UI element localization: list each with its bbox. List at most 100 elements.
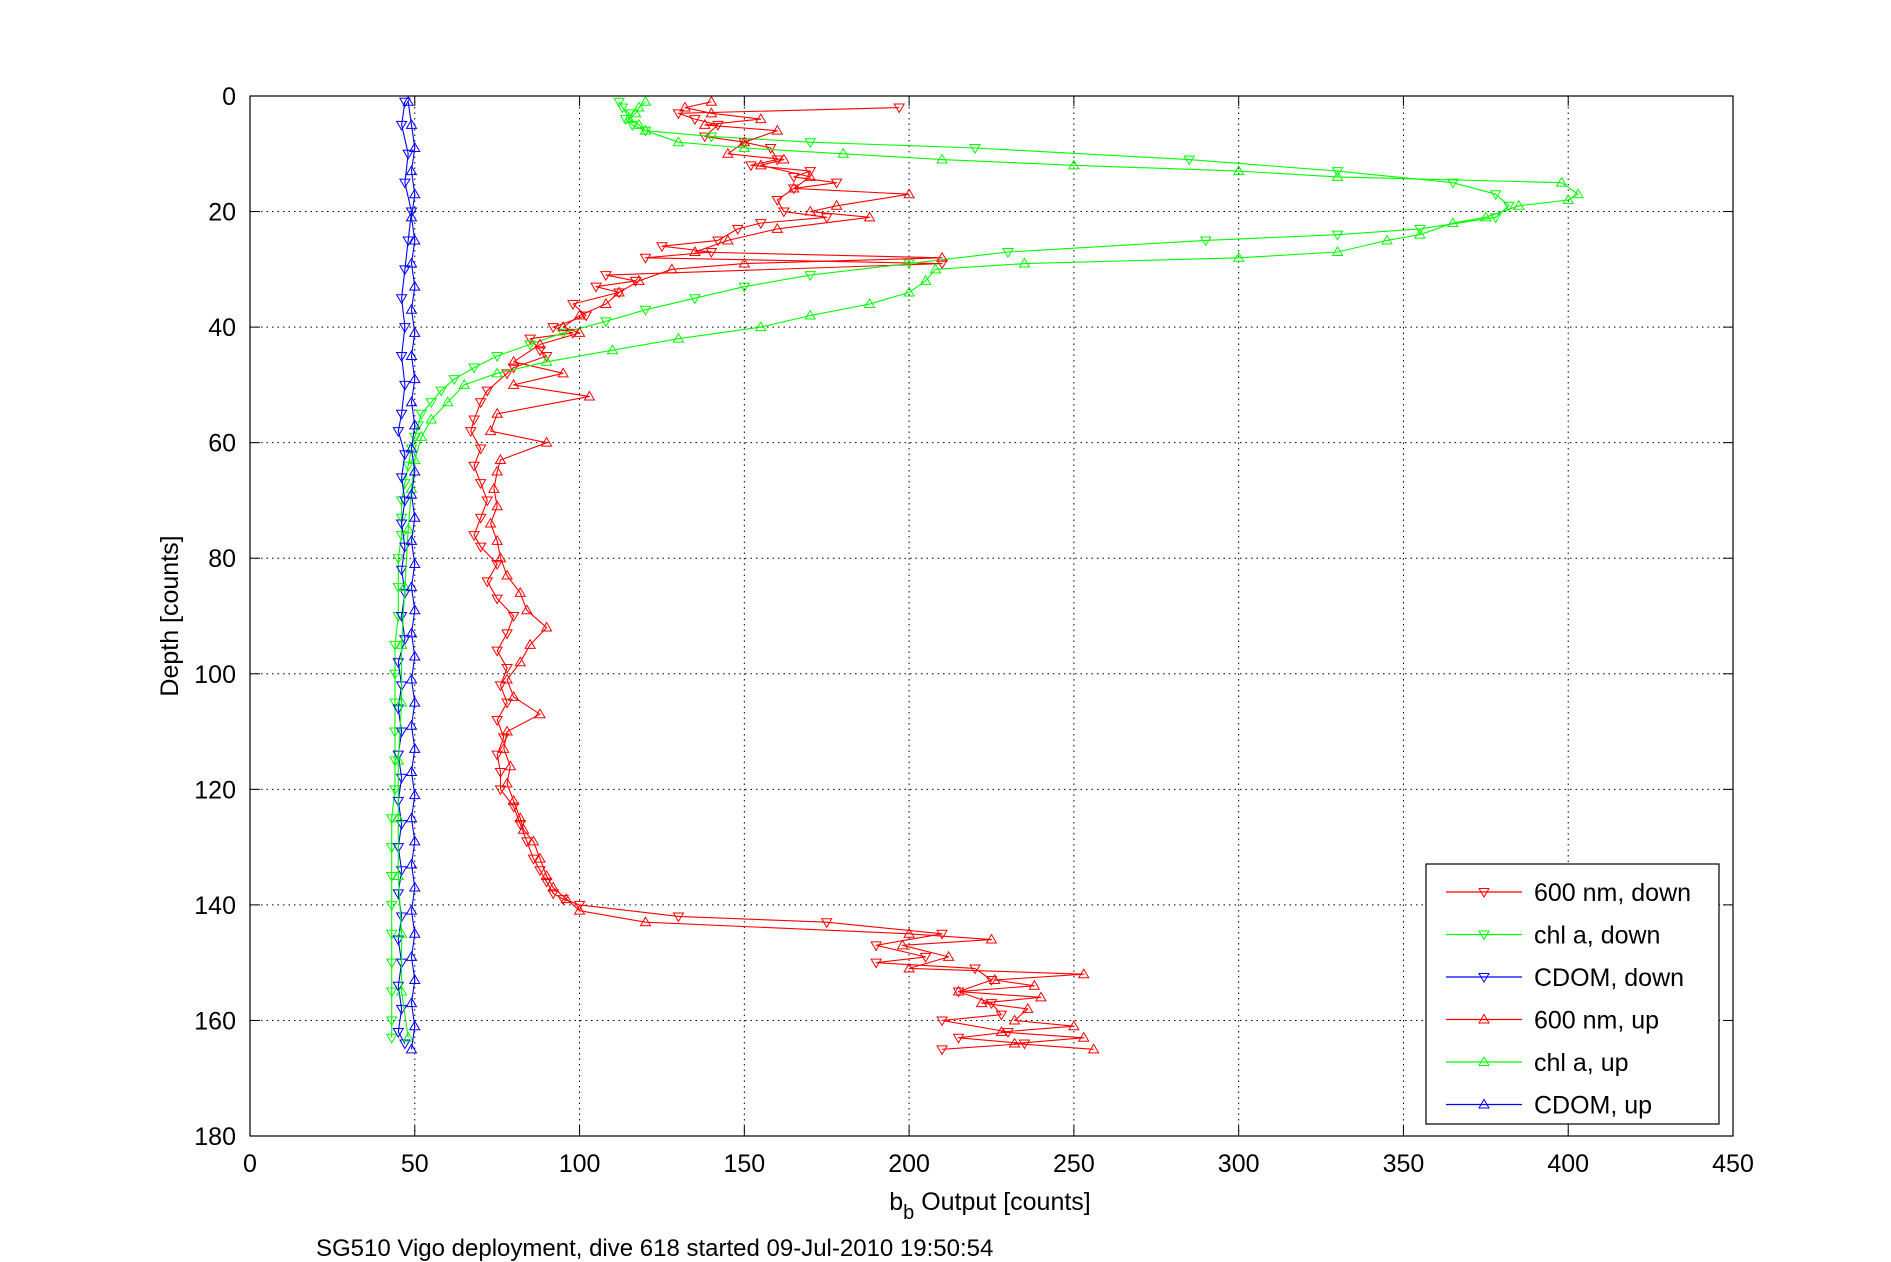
data-point xyxy=(919,952,932,963)
data-point xyxy=(399,380,411,391)
data-point xyxy=(893,103,906,114)
legend: 600 nm, down chl a, down CDOM, down 600 nm,… xyxy=(1425,863,1720,1125)
data-point xyxy=(600,271,612,282)
data-point xyxy=(481,496,494,507)
legend-item: CDOM, up xyxy=(1446,1092,1652,1120)
data-point xyxy=(389,756,401,767)
data-point xyxy=(408,280,421,291)
legend-swatch-marker xyxy=(1478,973,1490,983)
data-point xyxy=(738,136,751,147)
data-point xyxy=(395,638,408,649)
x-tick-label: 450 xyxy=(1712,1150,1754,1178)
data-point xyxy=(1555,176,1568,187)
data-point xyxy=(395,513,408,524)
data-point xyxy=(1232,165,1245,176)
series-line xyxy=(490,101,1094,1050)
data-point xyxy=(1562,194,1575,204)
data-point xyxy=(804,167,817,178)
data-point xyxy=(863,211,876,222)
data-point xyxy=(820,213,833,224)
data-point xyxy=(497,742,510,753)
data-point xyxy=(468,415,480,426)
data-point xyxy=(395,565,408,576)
data-point xyxy=(619,115,632,126)
data-point xyxy=(458,378,471,389)
data-point xyxy=(408,454,421,464)
data-point xyxy=(672,136,685,147)
data-point xyxy=(491,594,504,605)
data-point xyxy=(491,407,504,418)
data-point xyxy=(557,321,569,332)
data-point xyxy=(491,500,504,511)
data-point xyxy=(389,727,401,738)
data-point xyxy=(441,396,454,407)
data-point xyxy=(929,263,942,274)
data-point xyxy=(448,375,461,386)
data-point xyxy=(408,188,421,199)
data-point xyxy=(392,1028,405,1038)
data-point xyxy=(408,419,421,430)
x-tick-label: 100 xyxy=(559,1150,601,1178)
data-point xyxy=(1068,1020,1080,1031)
data-point xyxy=(540,352,553,362)
data-point xyxy=(405,581,418,592)
data-point xyxy=(408,835,421,846)
plot-frame xyxy=(249,95,1734,1137)
data-point xyxy=(395,866,408,877)
data-point xyxy=(402,461,415,472)
data-point xyxy=(392,935,405,946)
data-point xyxy=(1414,224,1426,235)
data-point xyxy=(540,436,553,447)
y-tick-label: 140 xyxy=(194,892,236,920)
x-tick-label: 200 xyxy=(888,1150,930,1178)
data-point xyxy=(1489,190,1502,201)
data-point xyxy=(520,604,533,615)
data-point xyxy=(395,985,408,996)
data-point xyxy=(903,286,915,297)
legend-swatch-marker xyxy=(1478,1056,1490,1066)
series-line xyxy=(391,101,1510,1038)
data-point xyxy=(405,350,418,360)
data-point xyxy=(405,534,418,545)
data-point xyxy=(392,889,405,900)
data-point xyxy=(903,259,915,270)
data-point xyxy=(405,303,418,314)
data-point xyxy=(712,236,724,247)
data-point xyxy=(399,97,411,108)
data-point xyxy=(405,257,418,268)
data-point xyxy=(1331,246,1344,256)
data-point xyxy=(1002,248,1014,258)
data-point xyxy=(402,523,415,534)
data-point xyxy=(1021,1002,1034,1013)
data-point xyxy=(501,664,513,674)
data-point xyxy=(405,207,418,218)
data-point xyxy=(524,638,536,649)
data-point xyxy=(395,773,408,784)
data-point xyxy=(395,531,408,542)
data-point xyxy=(771,222,784,233)
data-point xyxy=(573,326,586,337)
data-point xyxy=(395,409,408,420)
data-point xyxy=(942,950,955,961)
data-point xyxy=(385,929,398,940)
data-point xyxy=(517,823,530,834)
data-point xyxy=(830,178,843,189)
data-point xyxy=(623,109,635,120)
x-tick-label: 0 xyxy=(243,1150,257,1178)
data-point xyxy=(385,900,398,911)
data-point xyxy=(501,369,513,380)
data-point xyxy=(1008,1014,1021,1025)
data-point xyxy=(408,927,421,938)
data-point xyxy=(1028,979,1041,990)
data-point xyxy=(487,482,500,493)
data-point xyxy=(402,149,415,160)
data-point xyxy=(507,690,520,701)
data-point xyxy=(435,386,448,397)
data-point xyxy=(600,317,612,328)
data-point xyxy=(754,219,767,230)
x-axis-label-main: b xyxy=(889,1188,903,1216)
data-point xyxy=(665,263,678,274)
x-axis-label: bb Output [counts] xyxy=(889,1188,1091,1224)
data-point xyxy=(936,1045,948,1056)
data-point xyxy=(560,893,573,904)
